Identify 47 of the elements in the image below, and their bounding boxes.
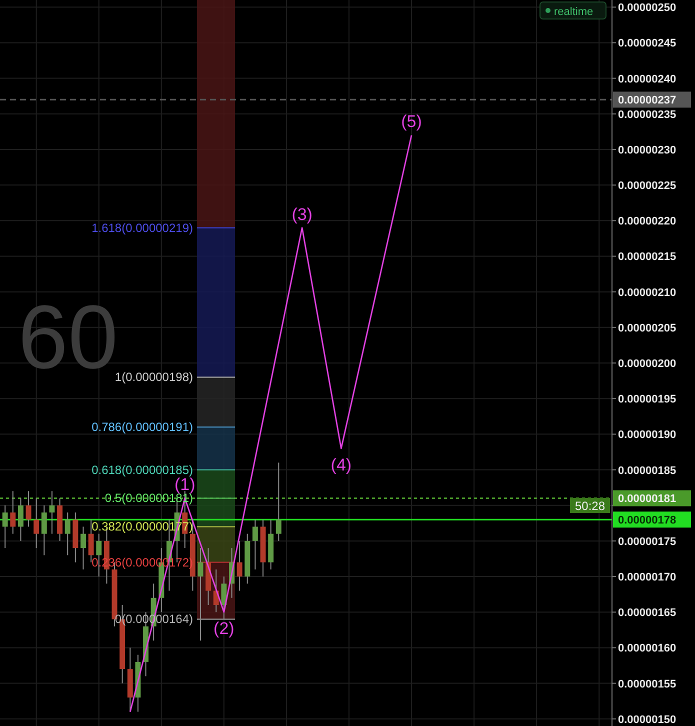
y-tick-label: 0.00000210 xyxy=(618,286,676,299)
y-tick-label: 0.00000170 xyxy=(618,572,676,584)
ref-line-label: 0.618(0.00000185) xyxy=(92,462,193,477)
candlestick xyxy=(276,462,282,542)
candlestick xyxy=(252,519,258,570)
ref-line-label: 0.00000237 xyxy=(618,94,676,107)
candlestick xyxy=(88,519,94,563)
y-tick-label: 0.00000250 xyxy=(618,2,676,14)
candlestick xyxy=(34,498,40,549)
ref-line-label: 0.00000181 xyxy=(618,493,676,506)
y-tick-label: 0.00000190 xyxy=(618,429,676,442)
annotation: (5) xyxy=(401,112,422,132)
y-tick-label: 0.00000150 xyxy=(618,714,676,726)
y-tick-label: 0.00000235 xyxy=(618,108,676,121)
ref-line-label: 1(0.00000198) xyxy=(114,370,193,384)
ref-line-label: 0.00000178 xyxy=(618,514,676,527)
y-tick-label: 0.00000220 xyxy=(618,216,676,228)
y-tick-label: 0.00000225 xyxy=(618,180,676,192)
annotation: (2) xyxy=(214,619,234,638)
annotation: realtime xyxy=(554,6,594,18)
annotation: 50:28 xyxy=(574,499,606,513)
candlestick xyxy=(10,490,16,534)
y-tick-label: 0.00000160 xyxy=(618,642,676,655)
annotation: (3) xyxy=(292,204,312,224)
annotation: (4) xyxy=(330,455,352,474)
candlestick xyxy=(80,526,86,570)
candlestick xyxy=(64,512,70,556)
y-tick-label: 0.00000195 xyxy=(618,394,676,406)
y-tick-label: 0.00000185 xyxy=(618,464,676,477)
candlestick xyxy=(26,490,32,528)
annotation: (1) xyxy=(174,475,196,494)
candlestick xyxy=(236,540,242,592)
y-tick-label: 0.00000165 xyxy=(618,607,676,620)
ref-line-label: 1.618(0.00000219) xyxy=(92,220,193,235)
candlestick xyxy=(41,504,47,556)
y-tick-label: 0.00000245 xyxy=(618,38,676,50)
candlestick xyxy=(2,504,8,549)
y-tick-label: 0.00000240 xyxy=(618,73,676,86)
y-tick-label: 0.00000175 xyxy=(618,536,676,548)
y-tick-label: 0.00000215 xyxy=(618,251,676,264)
y-tick-label: 0.00000155 xyxy=(618,678,676,690)
candlestick xyxy=(49,490,55,534)
candlestick xyxy=(18,498,24,542)
ref-line-label: 0.786(0.00000191) xyxy=(92,420,193,434)
y-tick-label: 0.00000205 xyxy=(618,322,676,334)
y-tick-label: 0.00000200 xyxy=(618,358,676,370)
y-tick-label: 0.00000230 xyxy=(618,144,676,156)
